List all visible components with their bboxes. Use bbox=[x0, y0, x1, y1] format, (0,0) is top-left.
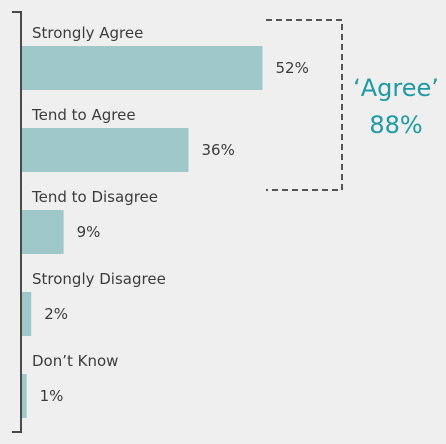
left-axis-bracket bbox=[12, 11, 22, 433]
bars-layer: Strongly Agree 52% Tend to Agree 36% Tend to… bbox=[22, 24, 309, 418]
agree-annotation-label: ‘Agree’ bbox=[353, 74, 439, 102]
bar bbox=[22, 210, 64, 254]
category-label: Strongly Disagree bbox=[32, 270, 166, 288]
category-label: Tend to Disagree bbox=[31, 188, 158, 206]
value-label: 9% bbox=[77, 223, 101, 241]
bar bbox=[22, 292, 32, 336]
value-label: 52% bbox=[276, 59, 309, 77]
agree-annotation-value: 88% bbox=[369, 111, 422, 139]
agree-dashed-bracket bbox=[266, 19, 343, 191]
value-label: 1% bbox=[40, 387, 64, 405]
category-label: Strongly Agree bbox=[32, 24, 143, 42]
bar bbox=[22, 374, 27, 418]
bar bbox=[22, 46, 263, 90]
value-label: 2% bbox=[44, 305, 68, 323]
category-label: Tend to Agree bbox=[31, 106, 136, 124]
value-label: 36% bbox=[202, 141, 235, 159]
category-label: Don’t Know bbox=[32, 352, 118, 370]
bar bbox=[22, 128, 189, 172]
